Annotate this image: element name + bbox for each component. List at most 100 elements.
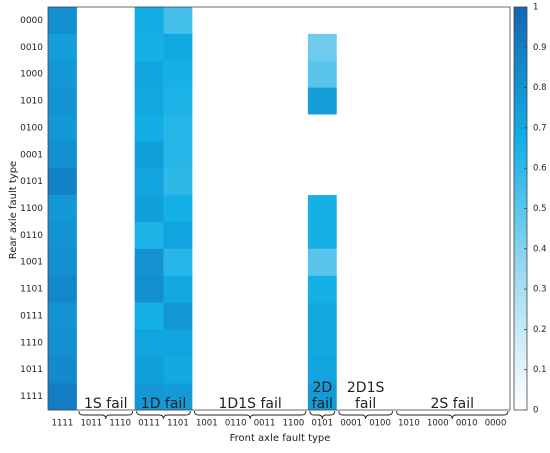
y-axis-title: Rear axle fault type <box>8 161 19 259</box>
heat-cell <box>76 248 107 276</box>
heat-cell <box>279 329 309 357</box>
heat-cell <box>192 7 222 35</box>
x-tick-label: 1000 <box>427 419 449 429</box>
heat-cell <box>423 356 453 384</box>
heat-cell <box>336 302 366 330</box>
heat-cell <box>134 329 164 357</box>
heat-cell <box>423 168 453 196</box>
group-annotation: 1D fail <box>141 396 186 412</box>
heat-cell <box>48 87 78 115</box>
heat-cell <box>105 114 135 142</box>
heat-cell <box>221 33 251 62</box>
heat-cell <box>48 383 78 411</box>
heat-cell <box>134 114 164 142</box>
heat-cell <box>163 248 193 276</box>
brace <box>309 410 336 420</box>
heat-cell <box>221 275 251 303</box>
heat-cell <box>105 248 135 276</box>
colorbar-tick-label: 0.3 <box>533 285 547 295</box>
heat-cell <box>481 141 511 169</box>
heat-cell <box>192 383 222 411</box>
heat-cell <box>336 168 366 196</box>
heat-cell <box>452 248 482 276</box>
heat-cell <box>221 302 251 330</box>
heat-cell <box>307 329 338 357</box>
group-annotation: 2D fail <box>312 380 333 412</box>
heat-cell <box>105 33 135 62</box>
heat-cell <box>307 87 338 115</box>
heat-cell <box>452 141 482 169</box>
heat-cell <box>423 7 453 35</box>
heat-cell <box>336 114 366 142</box>
heat-cell <box>163 275 193 303</box>
heat-cell <box>481 87 511 115</box>
heat-cell <box>394 329 424 357</box>
heat-cell <box>192 141 222 169</box>
heat-cell <box>221 7 251 35</box>
heat-cell <box>423 33 453 62</box>
heat-cell <box>192 356 222 384</box>
brace <box>338 410 393 420</box>
heat-cell <box>48 221 78 250</box>
y-tick-label: 0101 <box>20 177 43 187</box>
x-tick-label: 1011 <box>80 419 102 429</box>
heat-cell <box>134 7 164 35</box>
heat-cell <box>307 302 338 330</box>
heat-cell <box>336 87 366 115</box>
heat-cell <box>307 356 338 384</box>
heat-cell <box>365 356 395 384</box>
heat-cell <box>105 302 135 330</box>
heat-cell <box>279 302 309 330</box>
heat-cell <box>365 87 395 115</box>
heat-cell <box>105 60 135 88</box>
x-tick-label: 1001 <box>196 419 218 429</box>
heat-cell <box>163 60 193 88</box>
heat-cell <box>163 329 193 357</box>
brace <box>136 410 191 420</box>
x-axis-title: Front axle fault type <box>230 433 331 444</box>
heat-cell <box>221 329 251 357</box>
heat-cell <box>250 7 280 35</box>
heat-cell <box>76 168 107 196</box>
plot-frame <box>47 6 511 411</box>
heat-cell <box>279 221 309 250</box>
heat-cell <box>48 141 78 169</box>
x-tick-label: 0111 <box>138 419 160 429</box>
heat-cell <box>76 356 107 384</box>
heat-cell <box>192 302 222 330</box>
heat-cell <box>134 383 164 411</box>
heat-cell <box>163 356 193 384</box>
heat-cell <box>394 221 424 250</box>
heat-cell <box>163 7 193 35</box>
heat-cell <box>105 329 135 357</box>
heat-cell <box>76 141 107 169</box>
group-annotation: 1D1S fail <box>219 396 282 412</box>
brace <box>193 410 307 420</box>
y-tick-label: 0010 <box>20 43 43 53</box>
heat-cell <box>365 221 395 250</box>
heat-cell <box>336 221 366 250</box>
heat-cell <box>105 221 135 250</box>
heat-cell <box>76 383 107 411</box>
heat-cell <box>394 356 424 384</box>
heat-cell <box>192 329 222 357</box>
heat-cell <box>134 356 164 384</box>
heat-cell <box>221 356 251 384</box>
heat-cell <box>481 248 511 276</box>
heat-cell <box>452 329 482 357</box>
y-tick-label: 0110 <box>20 231 43 241</box>
heat-cell <box>336 275 366 303</box>
y-tick-label: 1100 <box>20 204 43 214</box>
heat-cell <box>76 114 107 142</box>
heat-cell <box>423 195 453 223</box>
heat-cell <box>192 114 222 142</box>
heat-cell <box>250 275 280 303</box>
heat-cell <box>279 195 309 223</box>
group-annotation: 2S fail <box>430 396 474 412</box>
heat-cell <box>192 168 222 196</box>
heat-cell <box>48 60 78 88</box>
heat-cell <box>394 114 424 142</box>
heat-cell <box>192 275 222 303</box>
heat-cell <box>452 7 482 35</box>
heat-cell <box>163 87 193 115</box>
